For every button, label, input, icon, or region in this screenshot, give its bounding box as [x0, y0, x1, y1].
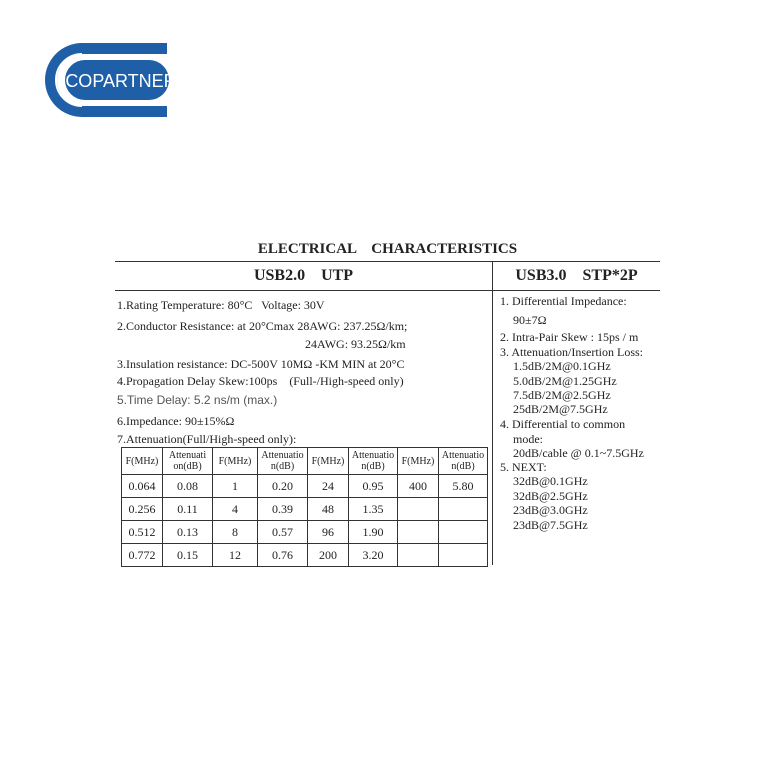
- header-cell: F(MHz): [397, 447, 439, 475]
- table-cell: 0.08: [162, 474, 213, 498]
- document-title: ELECTRICAL CHARACTERISTICS: [257, 241, 518, 257]
- table-cell: 0.772: [121, 543, 163, 567]
- header-cell: Attenuatio n(dB): [438, 447, 488, 475]
- table-cell: [397, 497, 439, 521]
- header-cell: Attenuatio n(dB): [348, 447, 398, 475]
- usb3-item: 90±7Ω: [513, 313, 547, 327]
- usb2-item: 6.Impedance: 90±15%Ω: [117, 414, 235, 428]
- table-cell: 0.20: [257, 474, 308, 498]
- table-cell: 12: [212, 543, 258, 567]
- table-cell: 200: [307, 543, 349, 567]
- usb2-item: 4.Propagation Delay Skew:100ps (Full-/Hi…: [117, 374, 404, 388]
- table-cell: 5.80: [438, 474, 488, 498]
- table-cell: [438, 520, 488, 544]
- table-cell: 0.39: [257, 497, 308, 521]
- table-cell: 0.57: [257, 520, 308, 544]
- table-cell: 0.13: [162, 520, 213, 544]
- table-cell: 0.512: [121, 520, 163, 544]
- table-cell: 4: [212, 497, 258, 521]
- usb2-item: 24AWG: 93.25Ω/km: [305, 337, 406, 351]
- divider: [115, 290, 660, 291]
- header-cell: F(MHz): [307, 447, 349, 475]
- table-cell: 0.15: [162, 543, 213, 567]
- divider: [115, 261, 660, 262]
- usb3-item: 1. Differential Impedance:: [500, 294, 627, 308]
- table-row: 0.064 0.08 1 0.20 24 0.95 400 5.80: [121, 474, 488, 498]
- table-cell: 1.90: [348, 520, 398, 544]
- logo: COPARTNER: [45, 43, 177, 117]
- table-cell: 0.95: [348, 474, 398, 498]
- table-cell: [397, 543, 439, 567]
- svg-text:COPARTNER: COPARTNER: [65, 71, 171, 91]
- table-header-row: F(MHz) Attenuati on(dB) F(MHz) Attenuati…: [121, 447, 488, 475]
- usb3-item: 5.0dB/2M@1.25GHz: [513, 374, 617, 388]
- attenuation-table: F(MHz) Attenuati on(dB) F(MHz) Attenuati…: [121, 447, 488, 567]
- usb3-item: 20dB/cable @ 0.1~7.5GHz: [513, 446, 644, 460]
- header-cell: Attenuatio n(dB): [257, 447, 308, 475]
- usb3-item: 7.5dB/2M@2.5GHz: [513, 388, 611, 402]
- table-cell: 0.064: [121, 474, 163, 498]
- table-row: 0.772 0.15 12 0.76 200 3.20: [121, 543, 488, 567]
- usb3-item: 23dB@3.0GHz: [513, 503, 588, 517]
- usb2-heading: USB2.0 UTP: [253, 267, 354, 284]
- table-cell: 3.20: [348, 543, 398, 567]
- usb2-item: 3.Insulation resistance: DC-500V 10MΩ -K…: [117, 357, 405, 371]
- usb2-item: 1.Rating Temperature: 80°C Voltage: 30V: [117, 298, 325, 312]
- usb3-item: 1.5dB/2M@0.1GHz: [513, 359, 611, 373]
- table-cell: 8: [212, 520, 258, 544]
- table-cell: 1.35: [348, 497, 398, 521]
- usb3-item: 25dB/2M@7.5GHz: [513, 402, 608, 416]
- table-row: 0.512 0.13 8 0.57 96 1.90: [121, 520, 488, 544]
- table-cell: 0.76: [257, 543, 308, 567]
- usb3-item: mode:: [513, 432, 543, 446]
- table-cell: [438, 497, 488, 521]
- usb3-item: 5. NEXT:: [500, 460, 547, 474]
- table-cell: 24: [307, 474, 349, 498]
- table-cell: 400: [397, 474, 439, 498]
- usb3-heading: USB3.0 STP*2P: [515, 267, 638, 284]
- table-cell: [438, 543, 488, 567]
- table-cell: 0.256: [121, 497, 163, 521]
- usb3-item: 32dB@2.5GHz: [513, 489, 588, 503]
- table-cell: 1: [212, 474, 258, 498]
- table-row: 0.256 0.11 4 0.39 48 1.35: [121, 497, 488, 521]
- usb3-item: 2. Intra-Pair Skew : 15ps / m: [500, 330, 639, 344]
- usb3-item: 32dB@0.1GHz: [513, 474, 588, 488]
- usb3-item: 3. Attenuation/Insertion Loss:: [500, 345, 643, 359]
- header-cell: F(MHz): [121, 447, 163, 475]
- table-cell: 96: [307, 520, 349, 544]
- table-cell: [397, 520, 439, 544]
- table-cell: 48: [307, 497, 349, 521]
- usb2-item: 2.Conductor Resistance: at 20°Cmax 28AWG…: [117, 319, 408, 333]
- usb3-item: 4. Differential to common: [500, 417, 626, 431]
- usb2-item: 7.Attenuation(Full/High-speed only):: [117, 432, 297, 446]
- header-cell: Attenuati on(dB): [162, 447, 213, 475]
- column-divider: [492, 261, 493, 565]
- table-cell: 0.11: [162, 497, 213, 521]
- header-cell: F(MHz): [212, 447, 258, 475]
- usb2-item: 5.Time Delay: 5.2 ns/m (max.): [117, 393, 278, 407]
- usb3-item: 23dB@7.5GHz: [513, 518, 588, 532]
